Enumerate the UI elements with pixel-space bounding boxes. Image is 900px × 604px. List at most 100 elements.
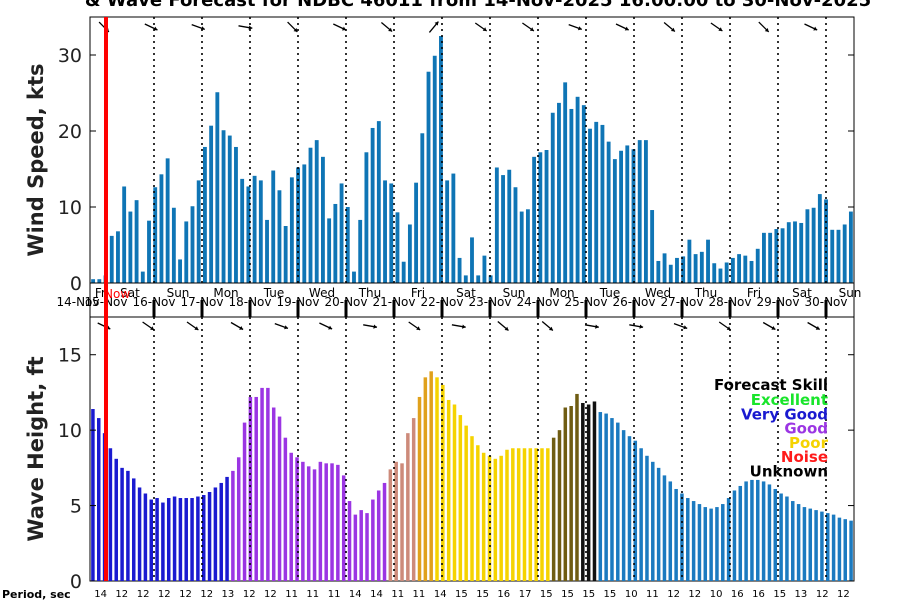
wind-bar	[532, 156, 537, 283]
wave-bar	[750, 479, 754, 581]
wave-arrow	[673, 322, 688, 330]
wind-bar	[321, 156, 325, 283]
wave-bar	[511, 448, 515, 581]
wind-bar	[662, 253, 667, 283]
period-value: 12	[243, 589, 256, 600]
wind-bar	[619, 150, 623, 283]
wind-arrow-head	[388, 27, 393, 32]
legend-entry: Poor	[789, 434, 829, 452]
wind-bar	[147, 220, 151, 283]
wave-ytick-label: 10	[58, 420, 82, 442]
now-label: Now	[104, 287, 130, 301]
wave-bar	[499, 455, 503, 581]
wind-arrow	[238, 25, 253, 30]
wave-bar	[761, 481, 766, 581]
wind-bar	[476, 275, 481, 283]
wind-bar	[190, 206, 195, 283]
wave-bar	[505, 449, 509, 581]
day-date-strip: Fri14-NovSat15-NovSun16-NovMon17-NovTue1…	[56, 282, 861, 318]
wind-bar	[687, 239, 692, 283]
wave-bar	[645, 455, 649, 581]
wave-arrow-head	[462, 324, 466, 329]
wave-bar	[633, 440, 638, 581]
wind-bar	[420, 133, 425, 283]
wind-bar	[588, 128, 592, 283]
wave-bar	[196, 496, 200, 581]
wave-arrow	[363, 324, 378, 329]
wave-bar	[796, 504, 801, 581]
wave-bar	[493, 458, 498, 581]
wind-bar	[265, 219, 269, 283]
wave-bar	[417, 396, 422, 581]
wind-bar	[730, 257, 735, 283]
wave-bar	[260, 387, 264, 581]
wave-arrow	[584, 324, 599, 329]
wave-bar	[201, 495, 206, 581]
legend-entry: Noise	[781, 448, 828, 466]
wind-bar	[656, 260, 661, 283]
wave-bar	[225, 476, 229, 581]
wind-day-gridlines	[105, 17, 827, 283]
wind-bar	[848, 211, 853, 283]
wave-bar	[662, 475, 667, 581]
wave-bar	[820, 511, 824, 581]
wave-bar	[137, 487, 142, 581]
wave-bar	[680, 493, 684, 581]
period-value: 12	[200, 589, 213, 600]
wind-bar	[209, 125, 214, 284]
wave-arrow-head	[150, 326, 155, 330]
wind-arrow-head	[624, 26, 629, 31]
wind-bar	[488, 275, 493, 283]
wind-bar	[724, 262, 729, 283]
wave-bar	[703, 507, 708, 581]
wind-speed-panel: 0 10 20 30 Wind Speed, kts	[24, 16, 855, 295]
wind-arrow-head	[482, 27, 487, 31]
wave-bar	[178, 498, 183, 581]
day-label: Fri	[747, 286, 761, 300]
wind-arrow-head	[342, 26, 346, 31]
wave-bar	[423, 377, 428, 581]
wave-bar	[709, 508, 713, 581]
day-label: Wed	[309, 286, 335, 300]
wind-bar	[184, 221, 189, 283]
wind-bar	[749, 260, 754, 283]
wave-bar	[522, 448, 527, 581]
wind-bar	[544, 150, 549, 283]
day-label: Mon	[549, 286, 574, 300]
wave-bar	[219, 482, 223, 581]
wave-bar	[581, 402, 585, 581]
wave-arrow	[541, 321, 554, 331]
wind-bar	[824, 199, 828, 283]
wind-bar	[364, 152, 369, 283]
wind-bar	[805, 209, 810, 283]
period-value: 15	[604, 589, 617, 600]
day-label: Thu	[358, 286, 382, 300]
wave-bar	[353, 514, 358, 581]
wave-bar	[621, 430, 626, 581]
wind-bar	[600, 124, 605, 283]
wave-arrow-head	[639, 324, 644, 329]
period-value: 12	[137, 589, 150, 600]
wind-bar	[333, 203, 338, 283]
wind-arrow-head	[718, 27, 723, 31]
wind-bar	[494, 167, 499, 283]
period-value: 17	[519, 589, 532, 600]
wind-bar	[774, 229, 779, 283]
wave-bar	[312, 469, 317, 581]
wave-bar	[155, 498, 159, 581]
period-value: 15	[540, 589, 553, 600]
wave-bar	[166, 498, 171, 581]
wave-bar	[382, 482, 387, 581]
wind-bar	[414, 182, 419, 283]
wave-bar	[441, 384, 445, 581]
wind-bar	[134, 200, 139, 283]
wave-bar	[470, 436, 474, 581]
wind-bar	[246, 186, 251, 283]
wind-bar	[643, 140, 648, 283]
wind-bar	[153, 187, 158, 283]
wave-bar	[131, 478, 136, 581]
wave-bar	[341, 475, 346, 581]
wind-ytick-label: 30	[58, 45, 82, 67]
wind-arrow	[144, 23, 158, 31]
wind-arrow	[758, 21, 770, 33]
